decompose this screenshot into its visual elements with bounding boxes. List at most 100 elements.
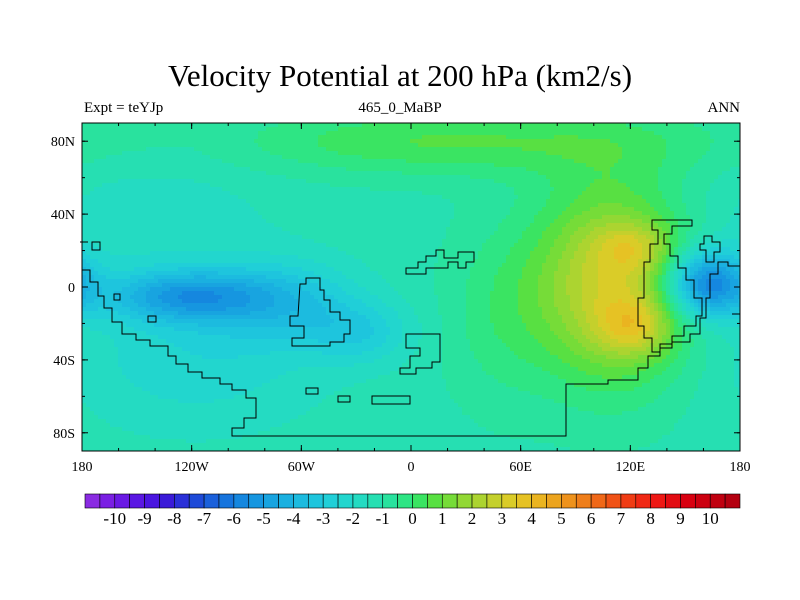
field-cell — [542, 183, 547, 188]
field-cell — [322, 139, 327, 144]
field-cell — [390, 191, 395, 196]
field-cell — [582, 171, 587, 176]
field-cell — [330, 215, 335, 220]
field-cell — [526, 199, 531, 204]
field-cell — [410, 163, 415, 168]
field-cell — [98, 155, 103, 160]
field-cell — [98, 195, 103, 200]
field-cell — [298, 199, 303, 204]
field-cell — [146, 211, 151, 216]
field-cell — [326, 223, 331, 228]
field-cell — [286, 239, 291, 244]
field-cell — [490, 231, 495, 236]
field-cell — [434, 171, 439, 176]
field-cell — [210, 199, 215, 204]
field-cell — [474, 131, 479, 136]
field-cell — [542, 167, 547, 172]
field-cell — [734, 203, 739, 208]
field-cell — [302, 163, 307, 168]
field-cell — [534, 127, 539, 132]
field-cell — [638, 195, 643, 200]
field-cell — [102, 231, 107, 236]
field-cell — [658, 211, 663, 216]
field-cell — [102, 223, 107, 228]
field-cell — [302, 155, 307, 160]
field-cell — [118, 151, 123, 156]
field-cell — [586, 223, 591, 228]
field-cell — [146, 191, 151, 196]
field-cell — [590, 215, 595, 220]
field-cell — [694, 123, 699, 128]
field-cell — [290, 131, 295, 136]
field-cell — [654, 235, 659, 240]
field-cell — [302, 195, 307, 200]
field-cell — [366, 179, 371, 184]
field-cell — [134, 227, 139, 232]
field-cell — [334, 203, 339, 208]
field-cell — [606, 159, 611, 164]
field-cell — [90, 191, 95, 196]
field-cell — [238, 175, 243, 180]
field-cell — [210, 147, 215, 152]
field-cell — [346, 171, 351, 176]
field-cell — [690, 159, 695, 164]
field-cell — [442, 191, 447, 196]
field-cell — [262, 219, 267, 224]
field-cell — [450, 139, 455, 144]
field-cell — [198, 215, 203, 220]
field-cell — [730, 187, 735, 192]
field-cell — [406, 211, 411, 216]
field-cell — [158, 199, 163, 204]
field-cell — [586, 231, 591, 236]
field-cell — [278, 215, 283, 220]
field-cell — [454, 155, 459, 160]
field-cell — [486, 167, 491, 172]
field-cell — [198, 179, 203, 184]
field-cell — [574, 179, 579, 184]
field-cell — [166, 195, 171, 200]
field-cell — [574, 143, 579, 148]
field-cell — [254, 131, 259, 136]
field-cell — [726, 183, 731, 188]
field-cell — [514, 123, 519, 128]
field-cell — [378, 235, 383, 240]
field-cell — [486, 163, 491, 168]
field-cell — [182, 175, 187, 180]
field-cell — [470, 211, 475, 216]
field-cell — [366, 203, 371, 208]
field-cell — [346, 147, 351, 152]
field-cell — [478, 219, 483, 224]
field-cell — [250, 215, 255, 220]
field-cell — [490, 163, 495, 168]
field-cell — [306, 235, 311, 240]
field-cell — [434, 131, 439, 136]
field-cell — [610, 227, 615, 232]
field-cell — [566, 127, 571, 132]
field-cell — [734, 223, 739, 228]
field-cell — [90, 159, 95, 164]
field-cell — [442, 235, 447, 240]
field-cell — [430, 199, 435, 204]
field-cell — [438, 195, 443, 200]
field-cell — [478, 211, 483, 216]
field-cell — [290, 179, 295, 184]
field-cell — [254, 123, 259, 128]
field-cell — [186, 227, 191, 232]
field-cell — [170, 175, 175, 180]
field-cell — [694, 163, 699, 168]
field-cell — [142, 187, 147, 192]
field-cell — [182, 219, 187, 224]
field-cell — [334, 235, 339, 240]
field-cell — [702, 135, 707, 140]
field-cell — [198, 175, 203, 180]
field-cell — [274, 143, 279, 148]
field-cell — [642, 143, 647, 148]
field-cell — [678, 135, 683, 140]
field-cell — [610, 215, 615, 220]
field-cell — [322, 195, 327, 200]
field-cell — [178, 219, 183, 224]
field-cell — [262, 159, 267, 164]
field-cell — [350, 151, 355, 156]
field-cell — [454, 215, 459, 220]
field-cell — [622, 167, 627, 172]
